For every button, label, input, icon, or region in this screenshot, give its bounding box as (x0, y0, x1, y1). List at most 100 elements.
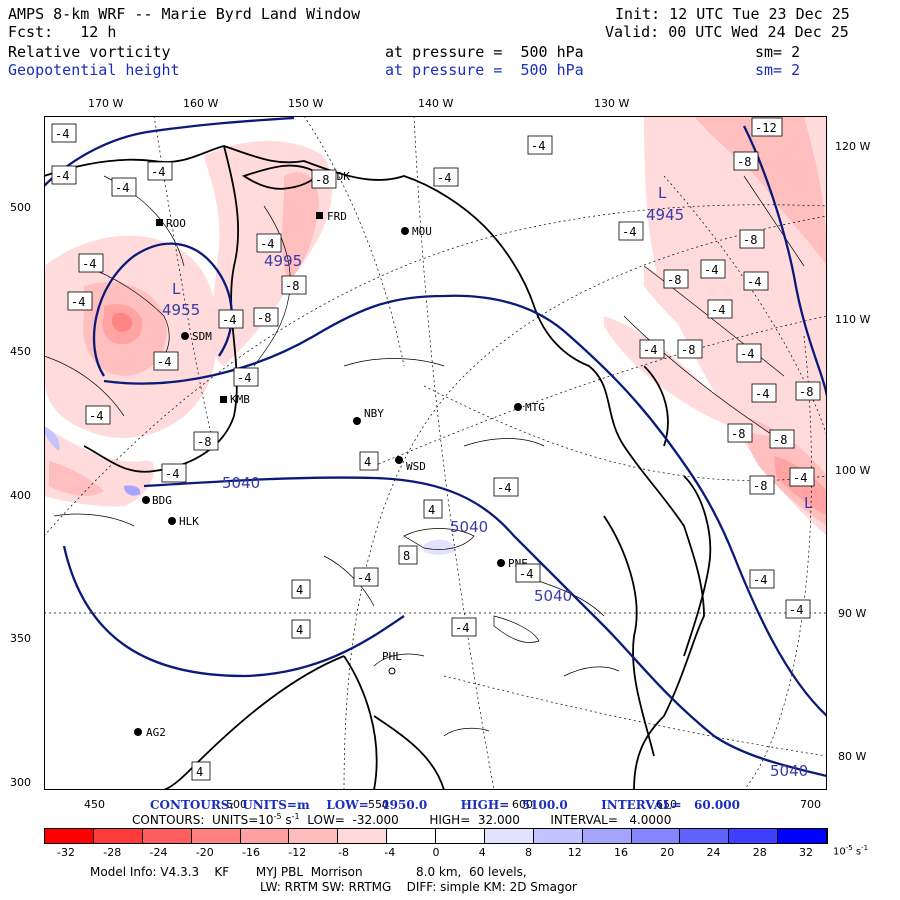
vort-label: -4 (451, 617, 477, 637)
colorbar-ticks: -32 -28 -24 -20 -16 -12 -8 -4 0 4 8 12 16 20 24 28 32 (44, 846, 828, 860)
colorbar-tick-label: 32 (799, 846, 813, 859)
svg-text:-4: -4 (740, 347, 754, 361)
station-marker (220, 396, 227, 403)
station-marker (156, 219, 163, 226)
vort-label: -4 (51, 123, 77, 143)
height-contour-line (62, 545, 405, 678)
vort-label: -4 (78, 253, 104, 273)
height-contours-info: CONTOURS: UNITS=m LOW= 4950.0 HIGH= 5100… (150, 798, 740, 812)
vort-label: 4 (359, 451, 379, 471)
vort-label: -8 (727, 423, 753, 443)
colorbar-cell (45, 829, 94, 843)
field1-name: Relative vorticity (8, 43, 171, 61)
coastline (44, 145, 712, 790)
vort-label: -4 (749, 569, 775, 589)
low-marker: L (804, 494, 813, 512)
svg-text:-8: -8 (197, 435, 211, 449)
bottom-grid-label: 450 (84, 798, 105, 811)
field2-smoothing: sm= 2 (755, 61, 801, 79)
bottom-grid-label: 500 (226, 798, 247, 811)
vort-label: 4 (291, 619, 311, 639)
vort-label: -4 (147, 161, 173, 181)
colorbar-cell (631, 829, 681, 843)
station-label-mtg: MTG (525, 401, 545, 414)
vort-label: -8 (253, 307, 279, 327)
colorbar-tick-label: -12 (288, 846, 307, 859)
svg-text:-8: -8 (731, 427, 745, 441)
vort-label: -4 (639, 339, 665, 359)
svg-text:-4: -4 (82, 257, 96, 271)
height-contour-line (143, 476, 827, 778)
bottom-grid-label: 700 (800, 798, 821, 811)
vort-label: -8 (749, 475, 775, 495)
svg-text:-4: -4 (115, 181, 129, 195)
station-marker (134, 728, 142, 736)
colorbar-cell (484, 829, 534, 843)
station-label-nby: NBY (364, 407, 384, 420)
colorbar-tick-label: 12 (567, 846, 582, 859)
vort-label: -4 (707, 299, 733, 319)
svg-text:4: 4 (296, 583, 303, 597)
vort-label: -4 (161, 463, 187, 483)
vort-label: -4 (218, 309, 244, 329)
station-label-ag2: AG2 (146, 726, 166, 739)
colorbar-units: 10-5 s-1 (833, 844, 869, 858)
bottom-grid-label: 550 (368, 798, 389, 811)
colorbar-tick-label: -28 (103, 846, 122, 859)
vort-label: -4 (700, 259, 726, 279)
colorbar-cell (436, 829, 485, 843)
vort-label: -4 (67, 291, 93, 311)
height-value-label: 5040 (222, 474, 260, 492)
colorbar-cell (533, 829, 583, 843)
svg-text:-4: -4 (222, 313, 236, 327)
top-lon-label: 130 W (594, 97, 630, 110)
svg-text:-4: -4 (237, 371, 251, 385)
height-contour-line (742, 125, 827, 397)
vort-label: -4 (433, 167, 459, 187)
bottom-grid-label: 650 (656, 798, 677, 811)
model-info-line1: Model Info: V4.3.3 KF MYJ PBL Morrison 8… (90, 865, 527, 879)
svg-text:-4: -4 (437, 171, 451, 185)
vort-label: 4 (191, 761, 211, 781)
svg-text:-8: -8 (257, 311, 271, 325)
colorbar-tick-label: -32 (57, 846, 75, 859)
colorbar-tick-label: 0 (432, 846, 440, 859)
left-grid-label: 350 (10, 632, 31, 645)
height-value-label: 4945 (646, 206, 684, 224)
model-info-line2: LW: RRTM SW: RRTMG DIFF: simple KM: 2D S… (260, 880, 577, 894)
colorbar-cell (289, 829, 339, 843)
station-label-frd: FRD (327, 210, 347, 223)
svg-text:-4: -4 (55, 127, 69, 141)
colorbar-cell (680, 829, 730, 843)
vort-label: -8 (663, 269, 689, 289)
svg-text:-4: -4 (753, 573, 767, 587)
height-value-label: 5040 (450, 518, 488, 536)
map-border (44, 116, 827, 790)
vort-label: -12 (751, 117, 783, 137)
colorbar-tick-label: 4 (478, 846, 486, 859)
colorbar-cell (191, 829, 241, 843)
top-lon-label: 160 W (183, 97, 219, 110)
svg-text:-8: -8 (773, 433, 787, 447)
svg-text:-8: -8 (667, 273, 681, 287)
height-contour-line (44, 116, 295, 187)
colorbar-cell (778, 829, 827, 843)
svg-text:-8: -8 (285, 279, 299, 293)
vort-label: -4 (751, 383, 777, 403)
colorbar (44, 828, 828, 844)
right-lon-label: 100 W (835, 464, 871, 477)
svg-text:-4: -4 (357, 571, 371, 585)
svg-text:-4: -4 (151, 165, 165, 179)
field1-level: at pressure = 500 hPa (385, 43, 584, 61)
svg-text:-4: -4 (55, 169, 69, 183)
vort-label: 4 (423, 499, 443, 519)
left-grid-label: 300 (10, 776, 31, 789)
vorticity-contours-info: CONTOURS: UNITS=10-5 s-1 LOW= -32.000 HI… (132, 812, 672, 827)
bottom-grid-label: 600 (512, 798, 533, 811)
vort-label: -4 (493, 477, 519, 497)
station-marker (401, 227, 409, 235)
height-contour-line (92, 242, 233, 377)
height-value-label: 5040 (770, 762, 808, 780)
colorbar-tick-label: 16 (614, 846, 628, 859)
colorbar-cell (240, 829, 290, 843)
